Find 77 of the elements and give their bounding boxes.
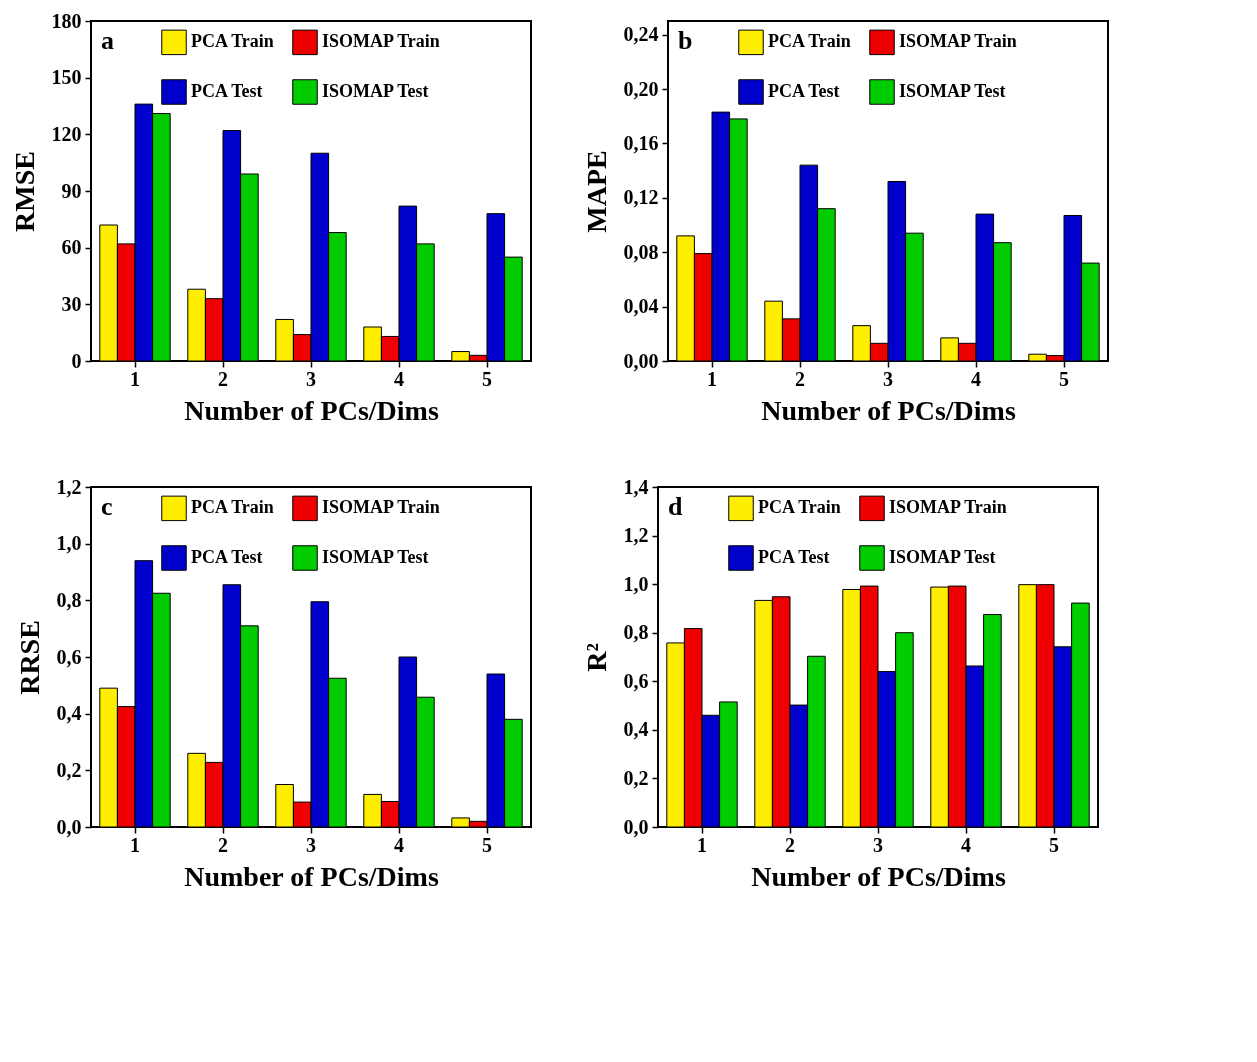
y-tick-label: 60 — [61, 236, 82, 259]
y-tick-label: 1,2 — [56, 475, 82, 498]
y-tick-label: 0,0 — [56, 815, 82, 838]
x-tick-label: 2 — [218, 367, 228, 390]
y-tick-label: 0,24 — [623, 23, 659, 46]
x-tick-label: 5 — [482, 367, 492, 390]
x-axis-title: Number of PCs/Dims — [751, 860, 1006, 892]
y-tick-label: 0,0 — [623, 815, 649, 838]
x-tick-label: 5 — [482, 833, 492, 856]
x-tick-label: 1 — [130, 833, 140, 856]
legend-label: ISOMAP Test — [889, 547, 996, 567]
x-tick-label: 3 — [883, 367, 893, 390]
annotation: c — [101, 492, 113, 521]
x-tick-label: 2 — [218, 833, 228, 856]
y-tick-label: 120 — [51, 122, 82, 145]
x-tick-label: 4 — [394, 367, 404, 390]
x-axis-title: Number of PCs/Dims — [184, 860, 439, 892]
y-tick-label: 90 — [61, 179, 82, 202]
x-tick-label: 3 — [306, 367, 316, 390]
y-tick-label: 0,4 — [56, 702, 82, 725]
legend-label: PCA Train — [758, 497, 841, 518]
legend-label: PCA Train — [768, 31, 851, 52]
legend-label: ISOMAP Test — [322, 81, 429, 101]
legend-label: ISOMAP Train — [322, 497, 440, 518]
y-tick-label: 1,2 — [623, 524, 649, 547]
y-axis-title: RMSE — [8, 151, 40, 232]
y-tick-label: 30 — [61, 292, 82, 315]
legend-label: ISOMAP Train — [889, 497, 1007, 518]
y-tick-label: 1,0 — [56, 532, 82, 555]
x-tick-label: 2 — [785, 833, 795, 856]
annotation: a — [101, 26, 114, 55]
x-tick-label: 3 — [873, 833, 883, 856]
x-tick-label: 1 — [697, 833, 707, 856]
y-tick-label: 0,2 — [56, 758, 82, 781]
x-tick-label: 4 — [971, 367, 981, 390]
y-tick-label: 0,6 — [56, 645, 82, 668]
y-tick-label: 0,2 — [623, 766, 649, 789]
y-axis-title: MAPE — [580, 150, 612, 233]
x-axis-title: Number of PCs/Dims — [761, 394, 1016, 426]
legend-label: ISOMAP Test — [322, 547, 429, 567]
annotation: d — [668, 492, 683, 521]
legend-label: PCA Test — [768, 81, 840, 101]
y-axis-title: RRSE — [13, 620, 45, 695]
legend-label: ISOMAP Test — [899, 81, 1006, 101]
x-axis-title: Number of PCs/Dims — [184, 394, 439, 426]
x-tick-label: 5 — [1059, 367, 1069, 390]
y-tick-label: 0,4 — [623, 718, 649, 741]
x-tick-label: 1 — [707, 367, 717, 390]
legend-label: PCA Test — [191, 81, 263, 101]
x-tick-label: 3 — [306, 833, 316, 856]
x-tick-label: 5 — [1049, 833, 1059, 856]
y-tick-label: 0 — [71, 349, 82, 372]
legend-label: PCA Train — [191, 31, 274, 52]
y-tick-label: 0,20 — [623, 77, 659, 100]
legend-label: PCA Test — [758, 547, 830, 567]
y-tick-label: 150 — [51, 66, 82, 89]
y-tick-label: 0,16 — [623, 131, 659, 154]
y-tick-label: 1,4 — [623, 475, 649, 498]
y-tick-label: 1,0 — [623, 572, 649, 595]
y-tick-label: 180 — [51, 9, 82, 32]
y-tick-label: 0,8 — [623, 621, 649, 644]
x-tick-label: 4 — [961, 833, 971, 856]
legend-label: ISOMAP Train — [322, 31, 440, 52]
x-tick-label: 2 — [795, 367, 805, 390]
y-tick-label: 0,6 — [623, 669, 649, 692]
legend-label: PCA Train — [191, 497, 274, 518]
y-tick-label: 0,12 — [623, 186, 659, 209]
y-tick-label: 0,00 — [623, 349, 659, 372]
x-tick-label: 1 — [130, 367, 140, 390]
y-tick-label: 0,08 — [623, 240, 659, 263]
y-tick-label: 0,04 — [623, 295, 659, 318]
legend-label: ISOMAP Train — [899, 31, 1017, 52]
x-tick-label: 4 — [394, 833, 404, 856]
y-tick-label: 0,8 — [56, 588, 82, 611]
legend-label: PCA Test — [191, 547, 263, 567]
y-axis-title: R² — [580, 643, 612, 672]
annotation: b — [678, 26, 693, 55]
